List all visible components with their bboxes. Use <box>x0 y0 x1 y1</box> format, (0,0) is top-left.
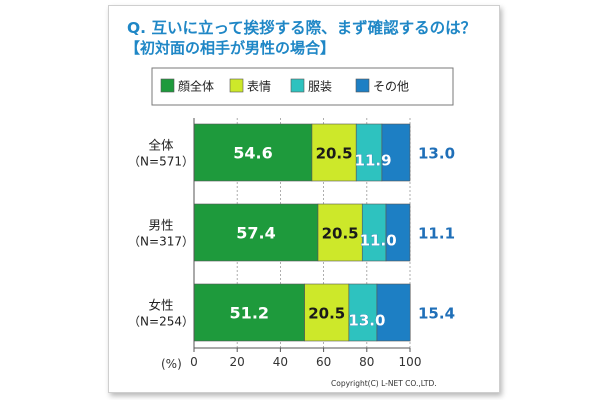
chart-title: Q. 互いに立って挨拶する際、まず確認するのは？ <box>127 18 476 37</box>
bar-value-label-2-2: 13.0 <box>348 312 385 330</box>
bar-segment-2-1 <box>304 283 350 342</box>
bar-value-label-2-3: 15.4 <box>418 305 455 323</box>
bar-value-label-1-2: 11.0 <box>360 232 397 250</box>
category-label-0: 全体 <box>148 138 174 153</box>
legend: 顔全体 表情 服装 その他 <box>160 78 409 94</box>
bar-value-label-1-3: 11.1 <box>418 225 455 243</box>
bar-segment-2-3 <box>376 283 411 342</box>
category-labels: 全体 （N=571） 男性 （N=317） 女性 （N=254） <box>128 138 194 329</box>
x-axis-unit: (%) <box>161 357 182 371</box>
legend-label-2: 服装 <box>308 80 332 94</box>
x-tick-label-2: 40 <box>273 355 288 369</box>
x-tick-label-3: 60 <box>316 355 331 369</box>
bar-segment-1-1 <box>317 203 363 262</box>
bar-segment-0-0 <box>193 123 313 182</box>
chart-card: Q. 互いに立って挨拶する際、まず確認するのは？ 【初対面の相手が男性の場合】 … <box>108 5 500 393</box>
bar-segment-0-2 <box>355 123 383 182</box>
legend-swatch-2 <box>290 78 305 93</box>
category-label-2: 女性 <box>148 298 173 313</box>
bar-segment-0-1 <box>311 123 357 182</box>
legend-label-1: 表情 <box>247 80 271 94</box>
bar-value-label-2-1: 20.5 <box>308 305 345 323</box>
x-axis: 0 20 40 60 80 100 <box>190 118 421 369</box>
category-n-label-1: （N=317） <box>128 235 194 249</box>
x-tick-label-5: 100 <box>399 355 422 369</box>
legend-label-3: その他 <box>373 80 409 94</box>
bar-segment-1-0 <box>193 203 319 262</box>
x-tick-label-1: 20 <box>230 355 245 369</box>
legend-swatch-1 <box>229 78 244 93</box>
category-label-1: 男性 <box>148 218 173 233</box>
bar-value-label-0-3: 13.0 <box>418 145 455 163</box>
category-n-label-0: （N=571） <box>128 155 194 169</box>
bar-segment-2-0 <box>193 283 305 342</box>
bar-value-label-1-1: 20.5 <box>322 225 359 243</box>
legend-swatch-3 <box>355 78 370 93</box>
x-tick-label-0: 0 <box>190 355 198 369</box>
bar-segment-1-3 <box>385 203 411 262</box>
bar-value-label-2-0: 51.2 <box>230 304 269 323</box>
bar-value-label-0-2: 11.9 <box>355 152 392 170</box>
bar-value-label-0-0: 54.6 <box>233 144 272 163</box>
bar-value-label-1-0: 57.4 <box>236 224 275 243</box>
bars <box>193 123 411 342</box>
x-tick-label-4: 80 <box>359 355 374 369</box>
legend-label-0: 顔全体 <box>178 79 214 94</box>
bar-value-labels: 54.6 20.5 11.9 13.057.4 20.5 11.0 11.151.2 20.5… <box>230 144 455 330</box>
category-n-label-2: （N=254） <box>128 315 194 329</box>
stacked-bar-chart: Q. 互いに立って挨拶する際、まず確認するのは？ 【初対面の相手が男性の場合】 … <box>125 18 476 388</box>
bar-value-label-0-1: 20.5 <box>316 145 353 163</box>
legend-swatch-0 <box>160 78 175 93</box>
copyright-text: Copyright(C) L-NET CO.,LTD. <box>331 379 437 388</box>
chart-subtitle: 【初対面の相手が男性の場合】 <box>125 39 335 57</box>
bar-segment-2-2 <box>348 283 378 342</box>
bar-segment-0-3 <box>381 123 411 182</box>
